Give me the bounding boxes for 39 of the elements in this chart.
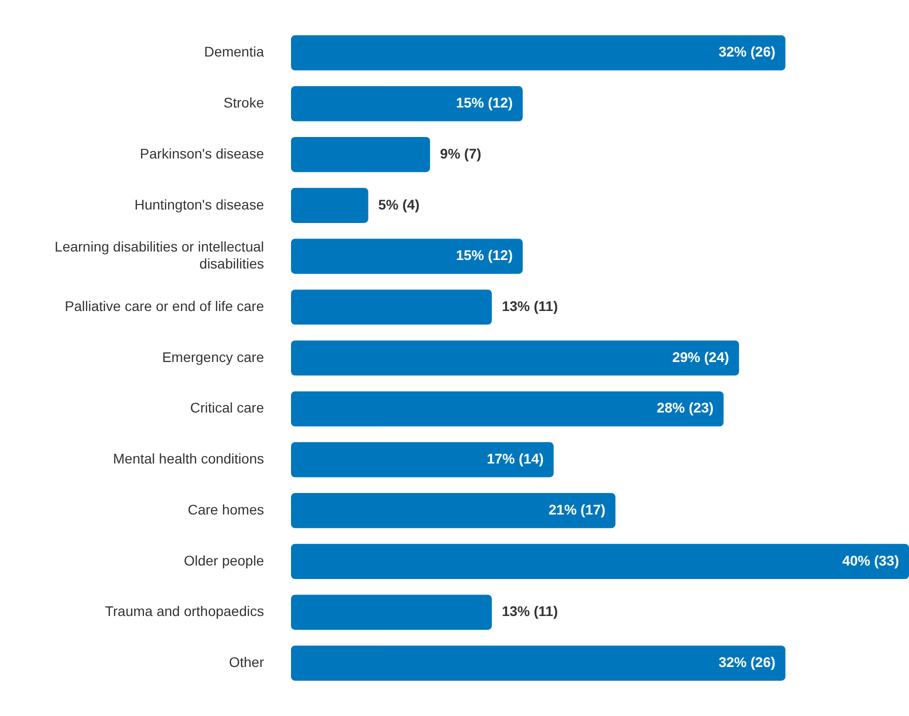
bar [291, 493, 616, 528]
bar [291, 594, 492, 630]
bar [291, 238, 523, 274]
y-tick-label: Care homes [188, 501, 264, 518]
bar [291, 391, 724, 426]
data-label: 21% (17) [548, 501, 606, 518]
data-label: 40% (33) [842, 552, 899, 568]
data-label: 9% (7) [440, 145, 482, 162]
bar [291, 340, 740, 376]
bar [291, 544, 909, 579]
bar [291, 442, 554, 478]
data-label: 29% (24) [672, 348, 730, 365]
bar [291, 646, 786, 681]
y-tick-label: Mental health conditions [113, 450, 264, 467]
bar [291, 188, 368, 223]
data-label: 17% (14) [486, 450, 544, 467]
bar [291, 35, 786, 70]
y-tick-label: Palliative care or end of life care [64, 298, 264, 314]
y-tick-label: Trauma and orthopaedics [104, 603, 264, 620]
y-tick-label: Older people [184, 552, 264, 568]
bar [291, 137, 430, 172]
data-label: 32% (26) [718, 44, 776, 60]
y-tick-label: Huntington's disease [134, 196, 264, 212]
data-label: 13% (11) [502, 603, 558, 620]
y-tick-label: Dementia [204, 44, 264, 60]
data-label: 5% (4) [378, 196, 420, 212]
y-tick-label: Other [228, 654, 264, 670]
y-tick-label: Learning disabilities or intellectual disabilities [54, 238, 264, 272]
data-label: 32% (26) [718, 654, 776, 670]
y-tick-label: Stroke [224, 94, 264, 111]
data-label: 13% (11) [502, 298, 558, 314]
bar [291, 290, 492, 325]
data-label: 15% (12) [456, 94, 513, 111]
y-tick-label: Parkinson's disease [140, 145, 264, 162]
bar [291, 86, 523, 122]
data-label: 28% (23) [656, 400, 714, 416]
y-tick-label: Emergency care [162, 348, 264, 365]
y-tick-label: Critical care [190, 400, 264, 416]
data-label: 15% (12) [456, 247, 513, 264]
